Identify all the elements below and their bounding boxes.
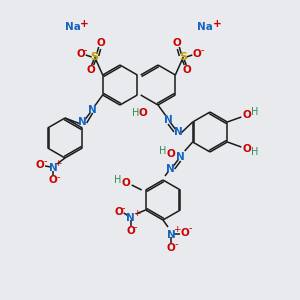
Text: O: O (126, 226, 135, 236)
Text: H: H (250, 147, 258, 157)
Text: H: H (159, 146, 166, 156)
Text: H: H (132, 108, 140, 118)
Text: S: S (91, 52, 99, 62)
Text: O: O (49, 175, 57, 185)
Text: O: O (183, 65, 192, 75)
Text: +: + (54, 158, 62, 167)
Text: N: N (176, 152, 185, 162)
Text: N: N (167, 230, 176, 240)
Text: O: O (181, 228, 189, 238)
Text: N: N (174, 127, 182, 137)
Text: -: - (56, 172, 60, 182)
Text: +: + (173, 226, 181, 235)
Text: +: + (80, 19, 89, 29)
Text: O: O (76, 49, 85, 59)
Text: N: N (164, 115, 172, 125)
Text: O: O (173, 38, 182, 48)
Text: -: - (43, 156, 47, 166)
Text: S: S (179, 52, 187, 62)
Text: -: - (201, 45, 204, 55)
Text: -: - (188, 223, 192, 233)
Text: +: + (133, 208, 140, 217)
Text: O: O (139, 108, 147, 118)
Text: N: N (126, 213, 135, 223)
Text: O: O (36, 160, 44, 170)
Text: O: O (166, 149, 175, 159)
Text: -: - (174, 239, 178, 249)
Text: N: N (166, 164, 175, 174)
Text: O: O (114, 207, 123, 217)
Text: Na: Na (65, 22, 81, 32)
Text: N: N (78, 117, 87, 127)
Text: N: N (88, 105, 97, 115)
Text: +: + (213, 19, 222, 29)
Text: N: N (49, 163, 57, 173)
Text: O: O (121, 178, 130, 188)
Text: O: O (193, 49, 202, 59)
Text: H: H (250, 107, 258, 117)
Text: O: O (86, 65, 95, 75)
Text: -: - (84, 45, 87, 55)
Text: O: O (243, 144, 252, 154)
Text: O: O (243, 110, 252, 120)
Text: Na: Na (197, 22, 213, 32)
Text: -: - (122, 203, 125, 213)
Text: O: O (96, 38, 105, 48)
Text: -: - (134, 222, 137, 232)
Text: O: O (167, 243, 176, 253)
Text: H: H (114, 175, 122, 185)
